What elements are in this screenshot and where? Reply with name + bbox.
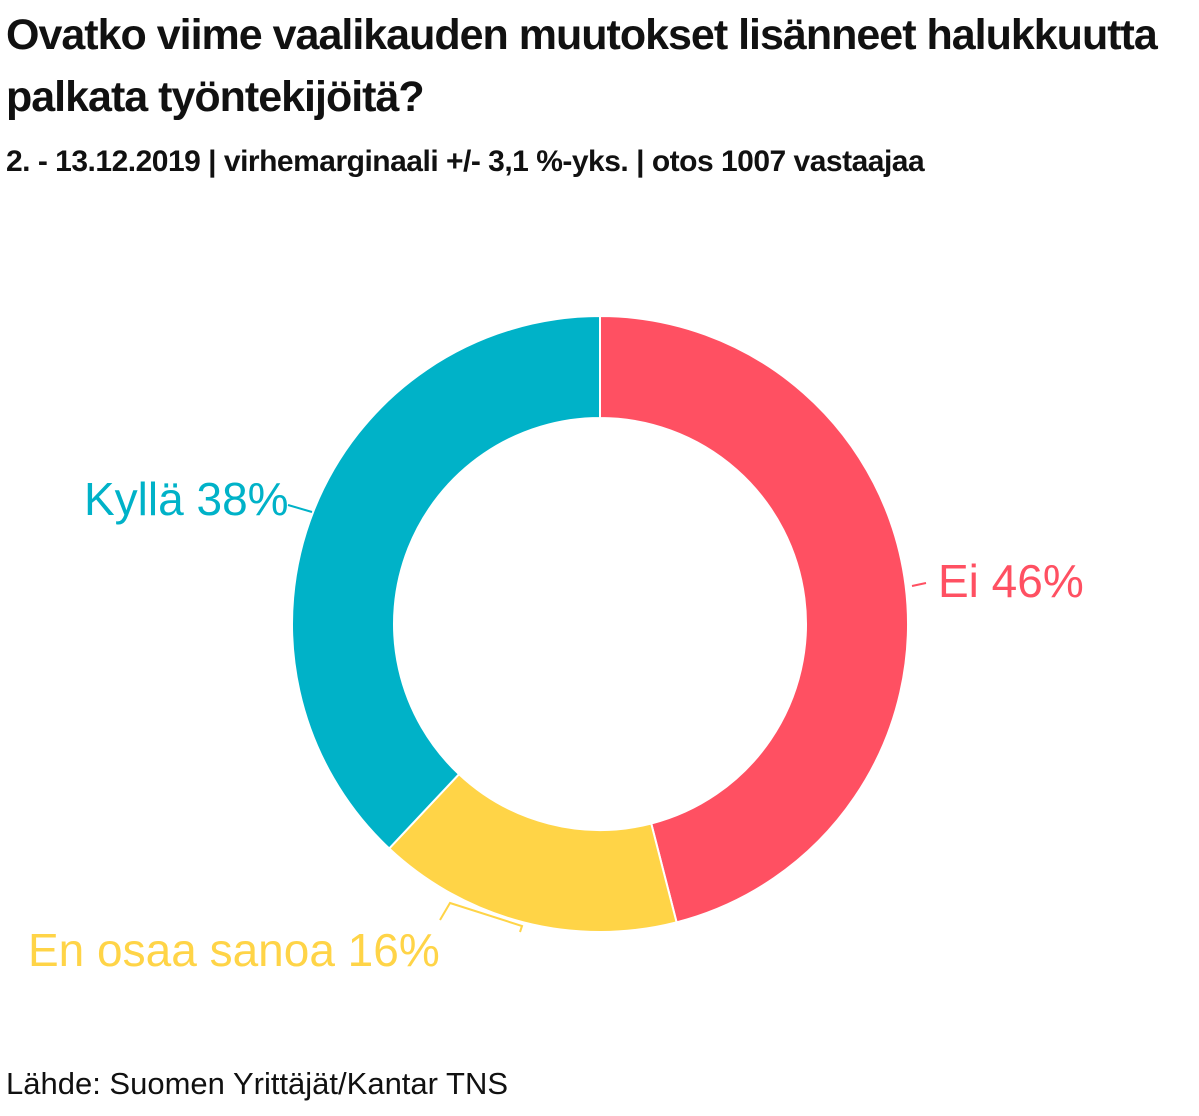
source-note: Lähde: Suomen Yrittäjät/Kantar TNS — [6, 1066, 509, 1101]
donut-slice-3 — [291, 314, 601, 850]
chart-subtitle: 2. - 13.12.2019 | virhemarginaali +/- 3,… — [6, 145, 925, 178]
chart-title: Ovatko viime vaalikauden muutokset lisän… — [6, 11, 1158, 121]
leader-line-3 — [287, 504, 313, 513]
donut-slice-1 — [599, 314, 909, 924]
leader-line-2 — [439, 901, 524, 933]
slice-label-1: Ei 46% — [938, 555, 1084, 607]
slice-label-2: En osaa sanoa 16% — [28, 924, 440, 976]
slice-label-3: Kyllä 38% — [84, 473, 289, 525]
leader-line-1 — [911, 582, 927, 587]
